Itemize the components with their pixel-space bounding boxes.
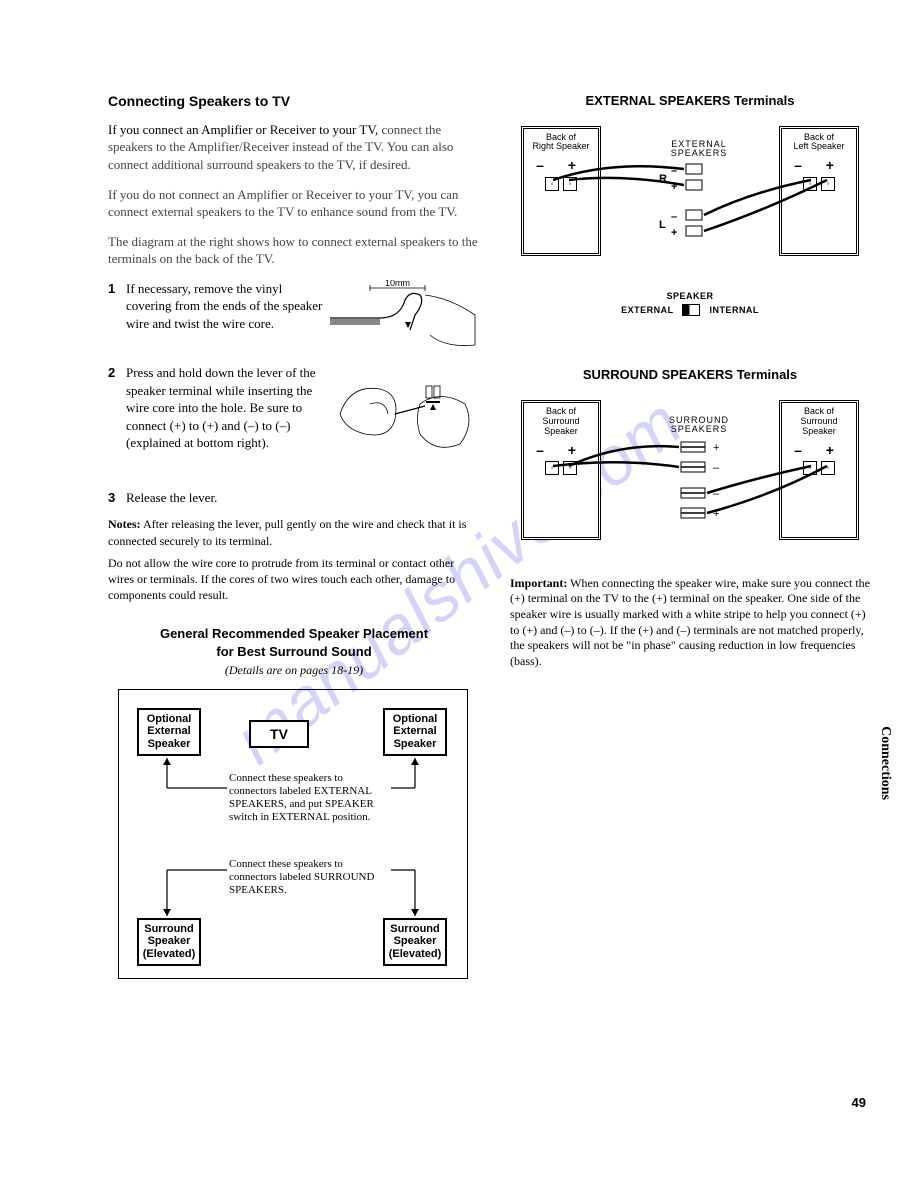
page-number: 49 [852,1094,866,1112]
switch-external-label: EXTERNAL [621,305,673,315]
p1-lead: If you connect an Amplifier or Receiver … [108,122,378,137]
notes-1-text: After releasing the lever, pull gently o… [108,517,466,547]
switch-internal-label: INTERNAL [709,305,759,315]
svg-text:+: + [713,442,719,454]
right-column: EXTERNAL SPEAKERS Terminals Back of Righ… [510,92,870,669]
svg-text:–: – [671,211,677,223]
placement-arrows [119,690,469,980]
external-terminal-diagram: Back of Right Speaker – + ◦ ◦ Back of Le… [521,122,859,282]
step-2-row: 2 Press and hold down the lever of the s… [108,364,480,479]
step-3-text: Release the lever. [126,489,480,507]
paragraph-3: The diagram at the right shows how to co… [108,233,480,268]
placement-diagram: Optional External Speaker TV Optional Ex… [118,689,468,979]
step-2-illustration [330,364,480,479]
paragraph-1: If you connect an Amplifier or Receiver … [108,121,480,174]
step-1-illustration: 10mm [330,280,480,355]
speaker-switch-label: SPEAKER [510,290,870,302]
placement-title-2: for Best Surround Sound [108,643,480,661]
svg-text:–: – [713,462,720,474]
switch-icon [682,304,700,316]
notes-label: Notes: [108,517,141,531]
step-1-row: 1 If necessary, remove the vinyl coverin… [108,280,480,355]
step-2-number: 2 [108,364,126,479]
speaker-switch-row: EXTERNAL INTERNAL [510,304,870,317]
step-3-row: 3 Release the lever. [108,489,480,507]
step-2-text: Press and hold down the lever of the spe… [126,364,324,479]
svg-text:+: + [671,227,677,239]
surround-terminal-diagram: Back of Surround Speaker – + ◦ ◦ Back of… [521,396,859,566]
paragraph-2: If you do not connect an Amplifier or Re… [108,186,480,221]
important-note: Important: When connecting the speaker w… [510,576,870,670]
step-3-number: 3 [108,489,126,507]
important-label: Important: [510,576,567,590]
external-speakers-title: EXTERNAL SPEAKERS Terminals [510,92,870,110]
placement-subtitle: (Details are on pages 18-19) [108,662,480,678]
section-title: Connecting Speakers to TV [108,92,480,111]
left-column: Connecting Speakers to TV If you connect… [108,92,480,979]
step-1-number: 1 [108,280,126,355]
placement-title-1: General Recommended Speaker Placement [108,625,480,643]
svg-text:L: L [659,219,666,231]
notes-1: Notes: After releasing the lever, pull g… [108,516,480,548]
step-1-text: If necessary, remove the vinyl covering … [126,280,324,355]
external-wires: – + – + R L [521,122,859,282]
surround-speakers-title: SURROUND SPEAKERS Terminals [510,366,870,384]
step1-label: 10mm [385,280,410,288]
side-tab-connections: Connections [875,726,894,800]
surround-wires: + – – + [521,396,859,566]
speaker-text: SPEAKER [666,291,713,301]
notes-2: Do not allow the wire core to protrude f… [108,555,480,604]
